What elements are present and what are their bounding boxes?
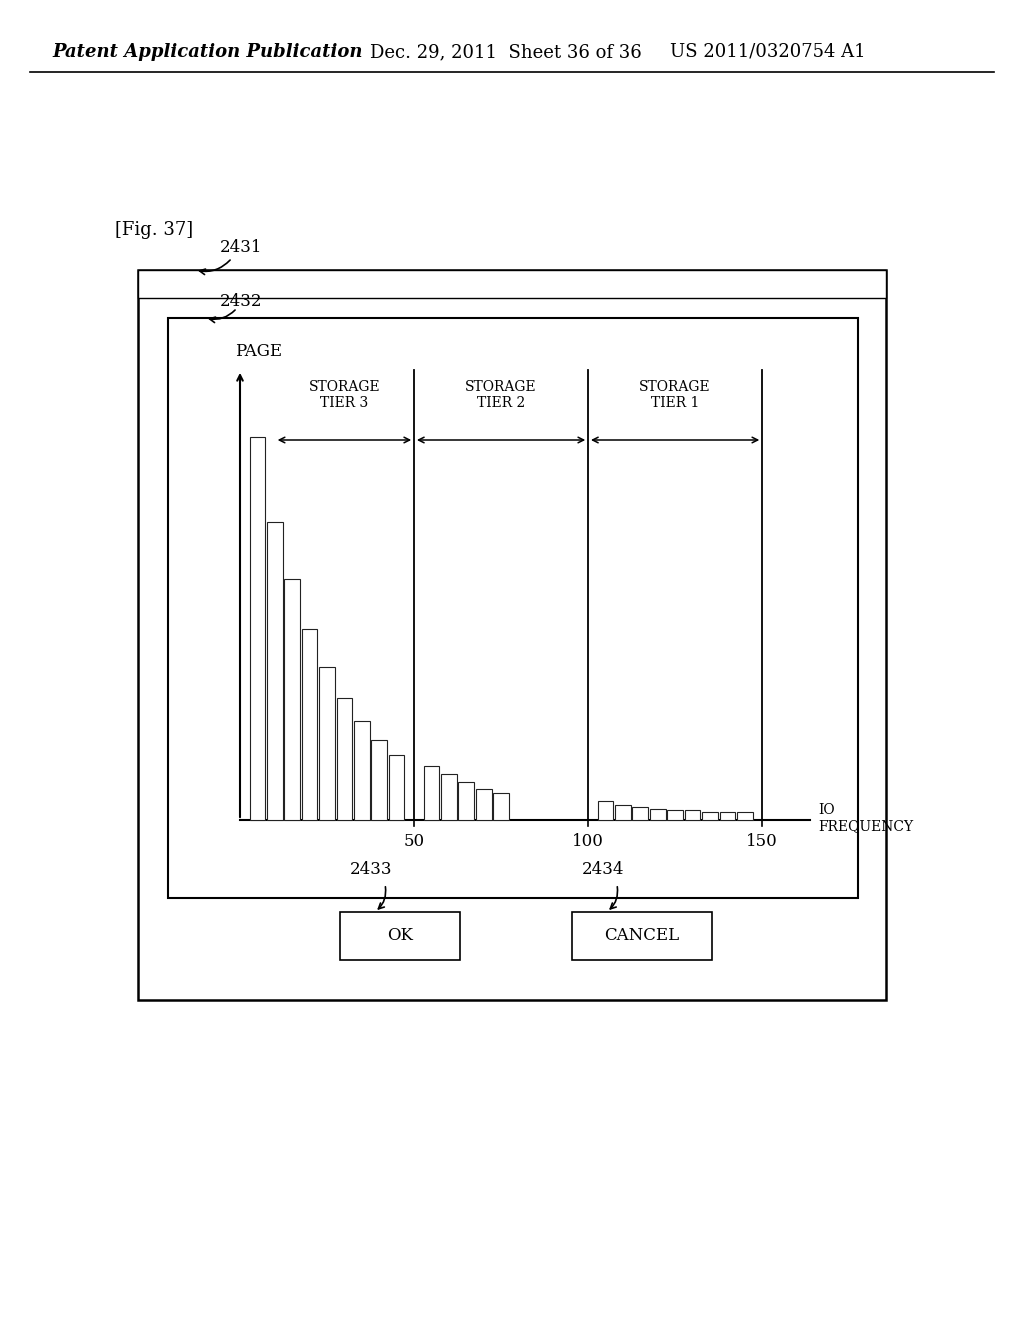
Text: 100: 100 <box>572 833 604 850</box>
Bar <box>685 810 700 820</box>
Bar <box>337 697 352 820</box>
Bar <box>302 628 317 820</box>
Text: STORAGE
TIER 2: STORAGE TIER 2 <box>465 380 537 411</box>
Text: [Fig. 37]: [Fig. 37] <box>115 220 194 239</box>
Text: 2432: 2432 <box>220 293 262 310</box>
Bar <box>285 579 300 820</box>
Bar <box>737 812 753 820</box>
Text: 2433: 2433 <box>350 861 392 878</box>
Text: IO
FREQUENCY: IO FREQUENCY <box>818 803 913 833</box>
Bar <box>424 767 439 820</box>
Text: STORAGE
TIER 3: STORAGE TIER 3 <box>308 380 380 411</box>
Bar <box>319 667 335 820</box>
Bar <box>633 807 648 820</box>
Text: 50: 50 <box>403 833 425 850</box>
Bar <box>340 912 460 960</box>
Text: Dec. 29, 2011  Sheet 36 of 36: Dec. 29, 2011 Sheet 36 of 36 <box>370 44 642 61</box>
Bar <box>702 812 718 820</box>
Text: OK: OK <box>387 928 413 945</box>
Text: 2434: 2434 <box>582 861 625 878</box>
Text: STORAGE
TIER 1: STORAGE TIER 1 <box>639 380 711 411</box>
Text: Patent Application Publication: Patent Application Publication <box>52 44 362 61</box>
Text: 150: 150 <box>746 833 778 850</box>
Bar <box>615 805 631 820</box>
Bar <box>476 789 492 820</box>
Bar <box>267 521 283 820</box>
Bar <box>668 810 683 820</box>
Bar <box>459 781 474 820</box>
Bar <box>598 801 613 820</box>
Bar <box>138 271 886 1001</box>
Text: PAGE: PAGE <box>234 343 283 360</box>
Text: 2431: 2431 <box>220 239 262 256</box>
Text: CANCEL: CANCEL <box>604 928 679 945</box>
Bar <box>372 739 387 820</box>
Bar <box>441 774 457 820</box>
Bar <box>354 721 370 820</box>
Bar <box>250 437 265 820</box>
Bar <box>571 912 712 960</box>
Bar <box>389 755 404 820</box>
Bar <box>494 793 509 820</box>
Text: US 2011/0320754 A1: US 2011/0320754 A1 <box>670 44 865 61</box>
Bar <box>720 812 735 820</box>
Bar <box>168 318 858 898</box>
Bar <box>138 271 886 298</box>
Bar <box>650 809 666 820</box>
